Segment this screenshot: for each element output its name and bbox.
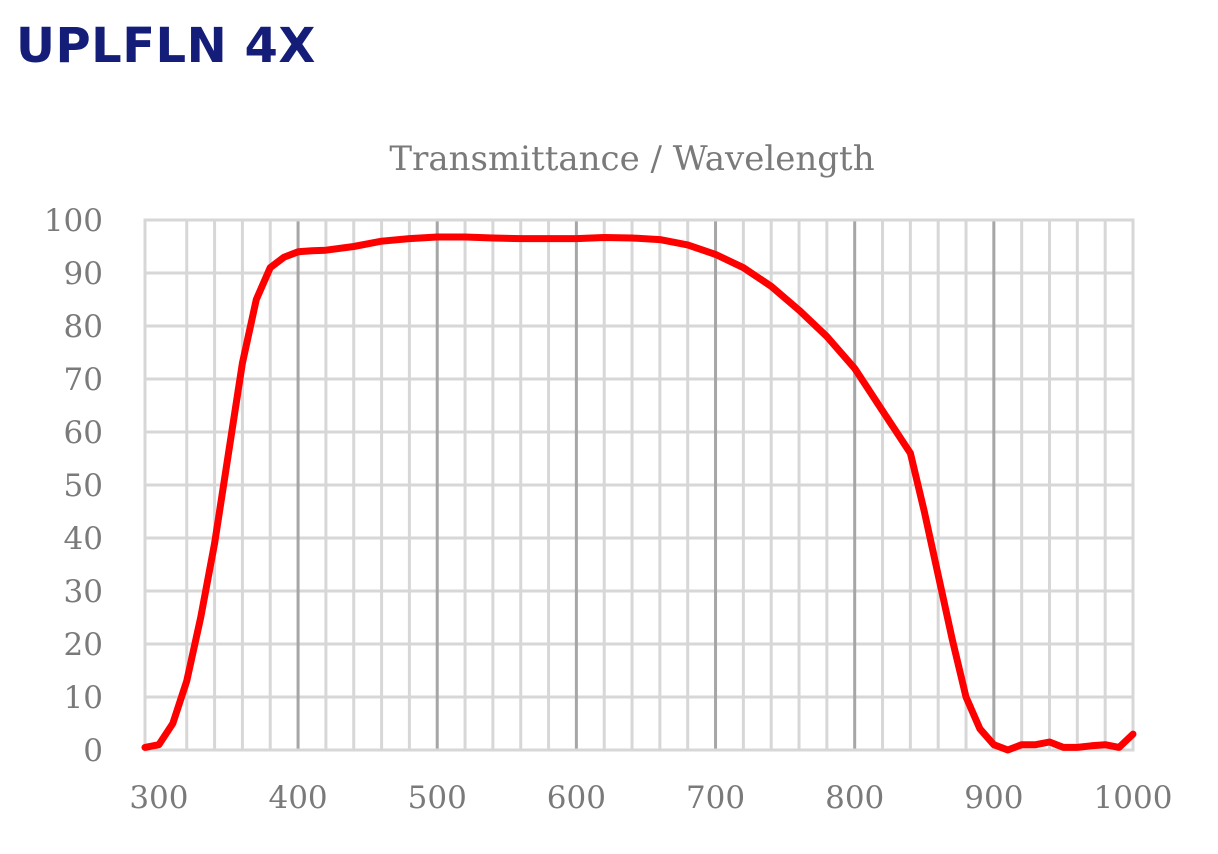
y-tick-label: 10 — [64, 680, 103, 716]
x-tick-label: 300 — [129, 780, 188, 816]
plot-frame — [143, 218, 1135, 752]
y-tick-label: 90 — [64, 256, 103, 292]
y-tick-label: 60 — [64, 415, 103, 451]
series-group — [141, 233, 1137, 754]
chart-title: Transmittance / Wavelength — [389, 139, 874, 179]
x-tick-labels: 300 400 500 600 700 800 900 1000 — [129, 780, 1172, 816]
x-tick-label: 900 — [964, 780, 1023, 816]
y-tick-label: 80 — [64, 309, 103, 345]
x-tick-label: 600 — [547, 780, 606, 816]
y-tick-label: 0 — [83, 733, 103, 769]
x-tick-label: 800 — [825, 780, 884, 816]
x-tick-label: 500 — [408, 780, 467, 816]
y-tick-label: 70 — [64, 362, 103, 398]
x-tick-label: 700 — [686, 780, 745, 816]
x-tick-label: 1000 — [1094, 780, 1173, 816]
y-tick-label: 30 — [64, 574, 103, 610]
y-tick-label: 50 — [64, 468, 103, 504]
y-tick-label: 20 — [64, 627, 103, 663]
y-tick-label: 100 — [44, 203, 103, 239]
grid — [143, 218, 1135, 752]
transmittance-line — [141, 233, 1137, 754]
y-tick-label: 40 — [64, 521, 103, 557]
page-title: UPLFLN 4X — [16, 18, 316, 74]
y-tick-labels: 0 10 20 30 40 50 60 70 80 90 100 — [44, 203, 103, 769]
x-tick-label: 400 — [268, 780, 327, 816]
